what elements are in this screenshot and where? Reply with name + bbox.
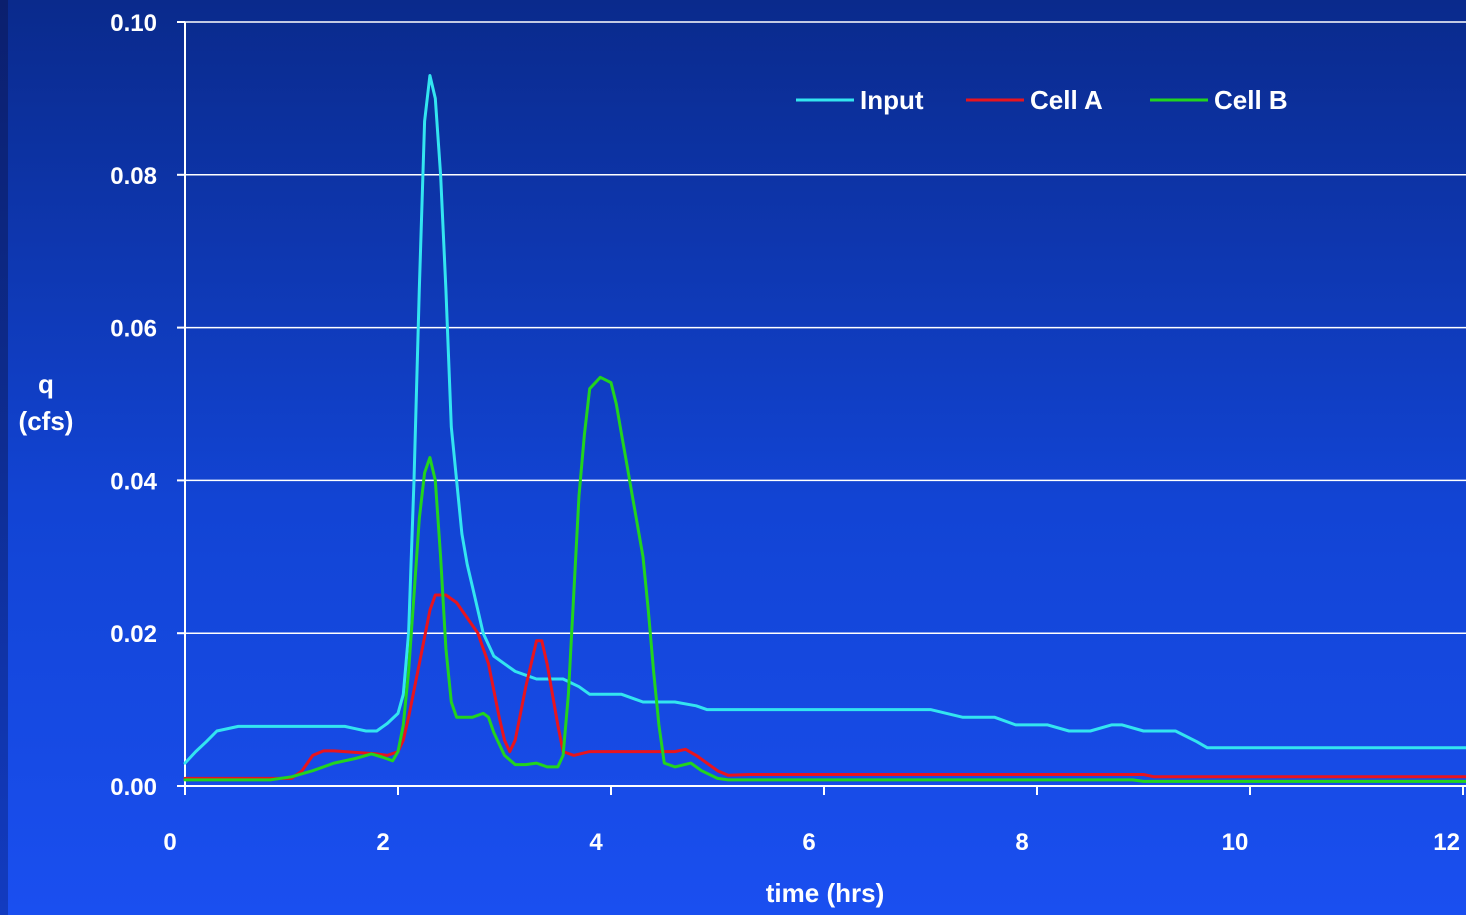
y-tick-label: 0.10 [110, 10, 157, 37]
series-line-input [183, 74, 1466, 765]
series-line-cell-b [183, 375, 1466, 783]
y-tick-label: 0.08 [110, 163, 157, 190]
legend-label: Cell B [1214, 85, 1288, 115]
x-tick-label: 8 [1015, 829, 1028, 856]
y-tick-label: 0.06 [110, 316, 157, 343]
x-tick-label: 2 [376, 829, 389, 856]
x-tick-label: 6 [802, 829, 815, 856]
legend-label: Input [860, 85, 924, 115]
legend-label: Cell A [1030, 85, 1103, 115]
x-tick-label: 12 [1433, 829, 1460, 856]
series-lines [183, 74, 1466, 783]
x-tick-label: 0 [163, 829, 176, 856]
left-edge-strip [0, 0, 8, 915]
legend: Input Cell A Cell B [796, 85, 1288, 115]
gridlines [185, 21, 1466, 634]
y-axis-title-line1: q [38, 369, 54, 399]
x-axis-title: time (hrs) [766, 878, 884, 908]
y-tick-label: 0.00 [110, 774, 157, 801]
ticks: 0.00 0.02 0.04 0.06 0.08 0.10 0 2 4 6 8 10 12 [110, 10, 1464, 856]
axes [184, 22, 1466, 787]
y-tick-label: 0.02 [110, 621, 157, 648]
series-line-cell-a [183, 593, 1466, 780]
y-axis-title-line2: (cfs) [19, 406, 74, 436]
x-tick-label: 10 [1222, 829, 1249, 856]
x-tick-label: 4 [589, 829, 603, 856]
y-tick-label: 0.04 [110, 468, 157, 495]
